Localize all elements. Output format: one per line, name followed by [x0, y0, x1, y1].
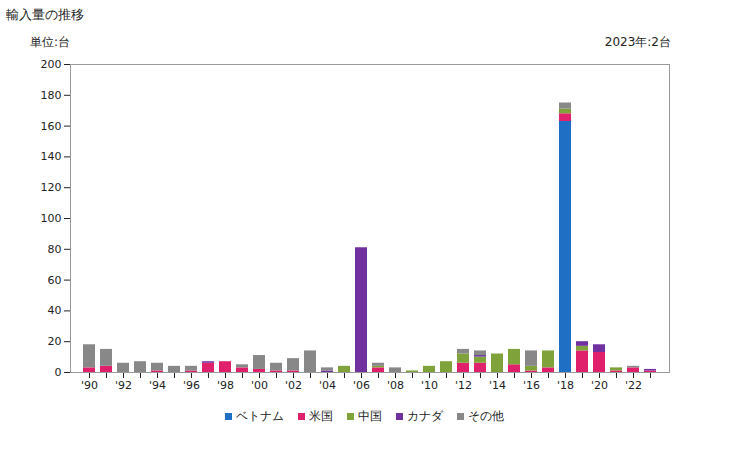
html-text:ベトナム: ベトナム [236, 409, 284, 423]
svg-text:'02: '02 [285, 379, 302, 392]
svg-text:'96: '96 [183, 379, 200, 392]
svg-text:'14: '14 [489, 379, 506, 392]
svg-text:'08: '08 [387, 379, 404, 392]
svg-text:'92: '92 [115, 379, 132, 392]
svg-text:'00: '00 [251, 379, 268, 392]
svg-text:100: 100 [41, 212, 62, 225]
svg-text:120: 120 [41, 181, 62, 194]
svg-text:160: 160 [41, 120, 62, 133]
html-text:その他: その他 [468, 409, 504, 423]
svg-text:80: 80 [48, 243, 62, 256]
svg-text:'06: '06 [353, 379, 370, 392]
svg-text:'04: '04 [319, 379, 336, 392]
svg-text:0: 0 [55, 366, 62, 379]
svg-text:140: 140 [41, 150, 62, 163]
svg-text:180: 180 [41, 89, 62, 102]
svg-text:'18: '18 [557, 379, 574, 392]
html-text:単位:台: 単位:台 [30, 35, 70, 49]
svg-text:'10: '10 [421, 379, 438, 392]
svg-text:'22: '22 [625, 379, 642, 392]
html-text:2023年:2台: 2023年:2台 [604, 35, 671, 49]
html-text:中国: 中国 [358, 409, 382, 423]
html-text:輸入量の推移: 輸入量の推移 [6, 7, 84, 22]
svg-text:200: 200 [41, 58, 62, 71]
svg-text:'94: '94 [149, 379, 166, 392]
html-text:米国: 米国 [309, 409, 333, 423]
svg-text:20: 20 [48, 335, 62, 348]
svg-text:'20: '20 [591, 379, 608, 392]
svg-text:'12: '12 [455, 379, 472, 392]
svg-text:40: 40 [48, 304, 62, 317]
html-text:カナダ: カナダ [407, 409, 443, 423]
svg-text:'90: '90 [81, 379, 98, 392]
svg-text:'16: '16 [523, 379, 540, 392]
svg-text:'98: '98 [217, 379, 234, 392]
svg-text:60: 60 [48, 274, 62, 287]
